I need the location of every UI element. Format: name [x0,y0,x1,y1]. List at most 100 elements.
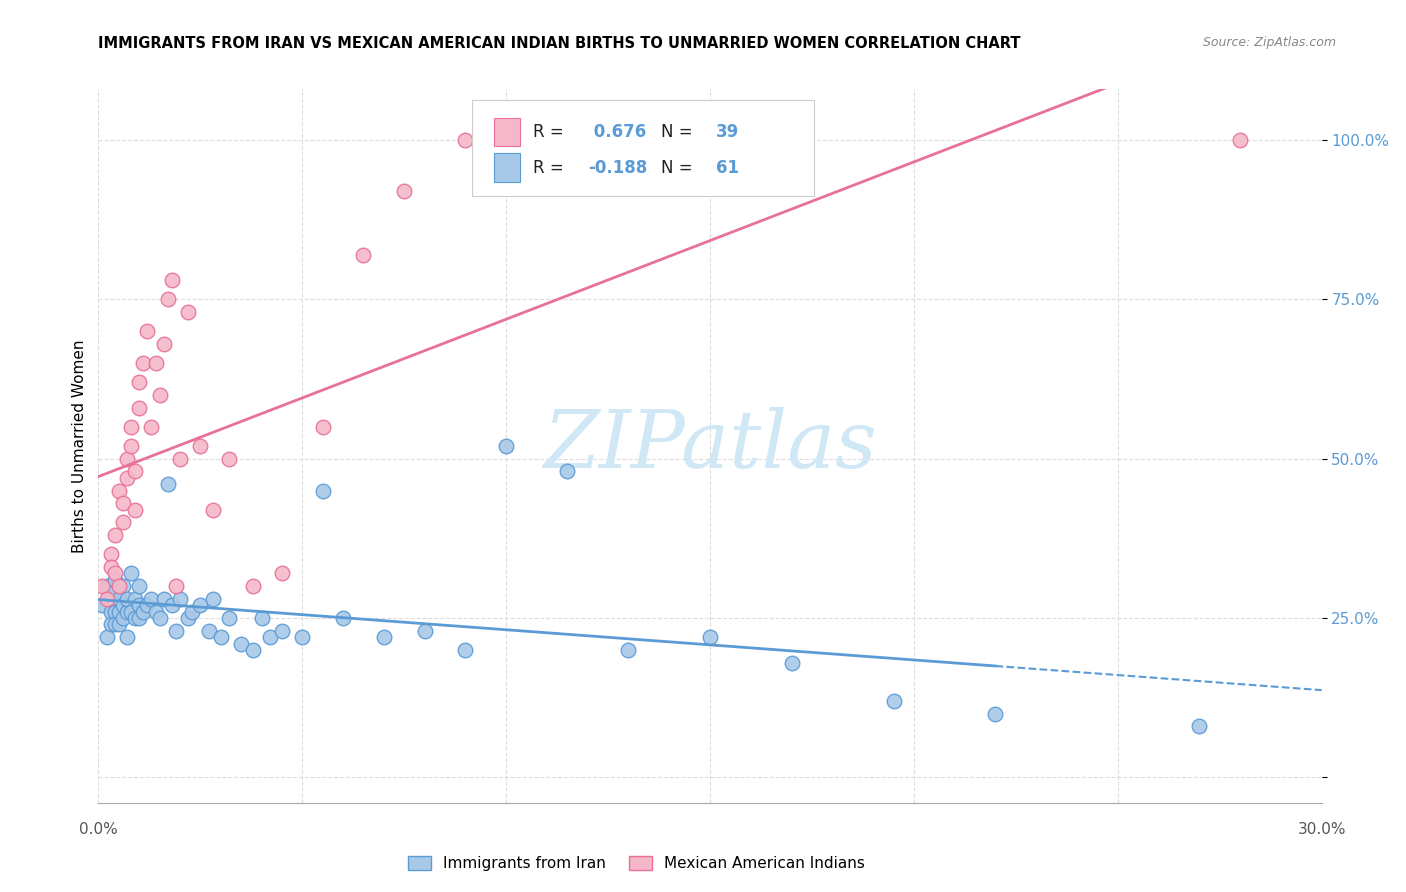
Point [115,591,138,606]
Point [100,560,122,574]
Text: N =: N = [661,123,697,141]
Point [332,611,354,625]
Point [128,401,150,415]
Point [108,591,131,606]
Text: N =: N = [661,159,697,177]
Point [165,579,187,593]
Point [141,420,163,434]
Point [454,643,477,657]
Point [91,599,114,613]
Point [111,579,134,593]
Point [270,624,294,638]
Point [312,420,335,434]
Point [218,451,240,466]
Point [209,630,232,644]
Point [111,496,134,510]
Point [128,579,150,593]
Point [104,573,127,587]
Point [108,617,131,632]
Point [115,605,138,619]
Point [454,133,477,147]
Point [91,579,114,593]
Point [115,630,138,644]
Point [312,483,335,498]
Point [128,599,150,613]
Point [141,591,163,606]
Point [373,630,395,644]
Point [250,611,273,625]
Legend: Immigrants from Iran, Mexican American Indians: Immigrants from Iran, Mexican American I… [402,850,872,877]
Point [111,599,134,613]
Text: 30.0%: 30.0% [1298,822,1346,837]
Point [145,605,167,619]
Point [108,483,131,498]
Point [352,248,374,262]
Text: -0.188: -0.188 [588,159,647,177]
Point [115,471,138,485]
Point [165,624,187,638]
Point [291,630,314,644]
Point [108,579,131,593]
Text: Source: ZipAtlas.com: Source: ZipAtlas.com [1202,36,1336,49]
Point [104,617,127,632]
Point [104,566,127,581]
Point [115,451,138,466]
Point [1188,719,1211,733]
Point [136,599,159,613]
Point [124,591,146,606]
Point [160,273,183,287]
Point [984,706,1007,721]
Point [132,356,155,370]
Point [136,324,159,338]
Text: 39: 39 [716,123,740,141]
Point [392,184,416,198]
Point [100,605,122,619]
FancyBboxPatch shape [494,153,520,182]
Point [699,630,721,644]
Point [231,636,253,650]
Point [128,611,150,625]
Point [149,388,172,402]
Point [100,547,122,561]
Point [160,599,183,613]
Text: IMMIGRANTS FROM IRAN VS MEXICAN AMERICAN INDIAN BIRTHS TO UNMARRIED WOMEN CORREL: IMMIGRANTS FROM IRAN VS MEXICAN AMERICAN… [98,36,1021,51]
Text: R =: R = [533,159,568,177]
Point [181,605,204,619]
Point [96,630,118,644]
Point [242,579,264,593]
Point [120,420,142,434]
Point [169,591,191,606]
Point [120,566,142,581]
Point [108,605,131,619]
FancyBboxPatch shape [471,100,814,196]
Point [132,605,155,619]
Point [883,694,905,708]
Text: ZIPatlas: ZIPatlas [543,408,877,484]
Point [555,465,579,479]
Point [780,656,803,670]
Point [218,611,240,625]
Point [100,585,122,599]
Point [197,624,219,638]
Point [149,611,172,625]
Point [145,356,167,370]
Point [242,643,264,657]
Point [156,477,179,491]
Point [1229,133,1251,147]
Point [495,439,517,453]
Point [100,617,122,632]
Point [188,599,212,613]
Point [201,591,224,606]
Point [96,591,118,606]
Point [124,611,146,625]
Point [120,605,142,619]
Text: 0.676: 0.676 [588,123,645,141]
Text: 0.0%: 0.0% [79,822,118,837]
Point [128,376,150,390]
Point [111,611,134,625]
Point [259,630,281,644]
Y-axis label: Births to Unmarried Women: Births to Unmarried Women [72,339,87,553]
Point [124,502,146,516]
Point [177,611,200,625]
Point [120,439,142,453]
